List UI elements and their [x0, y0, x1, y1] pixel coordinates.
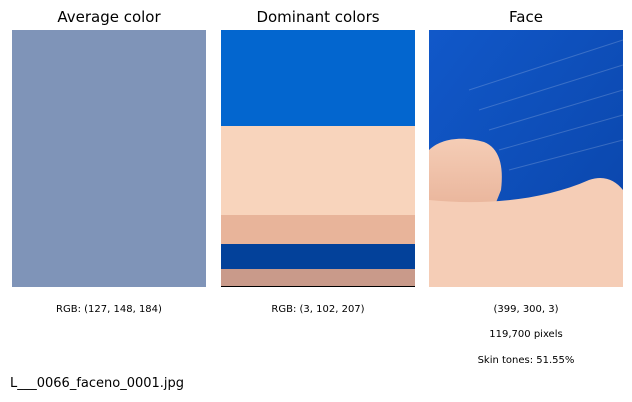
face-title: Face [509, 8, 543, 26]
dominant-colors-title: Dominant colors [256, 8, 380, 26]
face-crop-illustration [429, 30, 623, 287]
average-color-swatch [12, 30, 206, 287]
dominant-color-rgb: RGB: (3, 102, 207) [271, 304, 365, 315]
forearm-skin [429, 178, 623, 287]
average-color-title: Average color [57, 8, 161, 26]
image-filename: L___0066_faceno_0001.jpg [10, 376, 185, 391]
dominant-colors-baseline [221, 286, 415, 287]
dominant-colors-stack [221, 30, 415, 287]
average-color-rgb: RGB: (127, 148, 184) [56, 304, 162, 315]
dominant-color-band-3 [221, 215, 415, 244]
dominant-color-band-2 [221, 126, 415, 215]
dominant-color-band-1 [221, 30, 415, 126]
face-pixel-count: 119,700 pixels [489, 329, 563, 340]
face-crop-image [429, 30, 623, 287]
face-skin-tones: Skin tones: 51.55% [477, 355, 575, 366]
dominant-color-band-5 [221, 269, 415, 287]
face-coords: (399, 300, 3) [493, 304, 559, 315]
dominant-color-band-4 [221, 244, 415, 269]
